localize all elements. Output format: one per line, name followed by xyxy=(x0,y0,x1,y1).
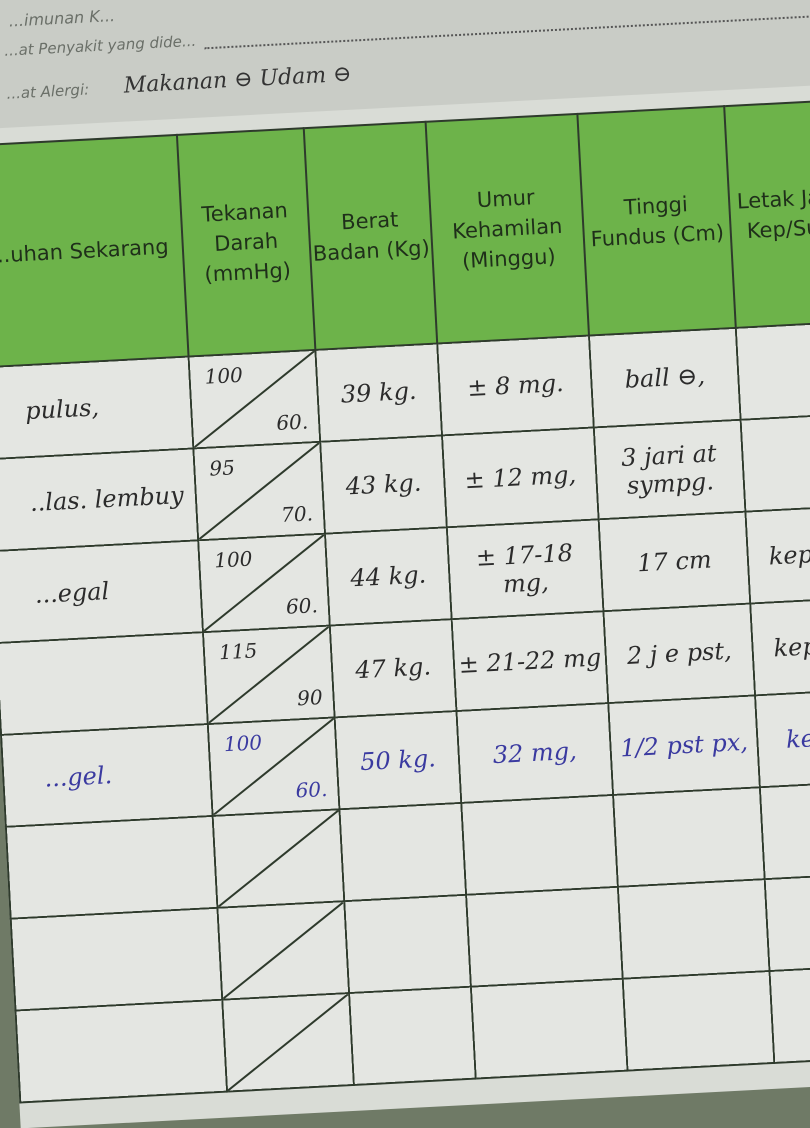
column-header: Tinggi Fundus (Cm) xyxy=(577,106,736,336)
pregnancy-check-table: ...uhan Sekarang Tekanan Darah (mmHg) Bera… xyxy=(0,98,810,1103)
umur-cell xyxy=(466,886,623,987)
systolic-value: 100 xyxy=(203,362,244,389)
systolic-value: 100 xyxy=(223,730,263,757)
diastolic-value: 90 xyxy=(296,685,324,711)
berat-cell xyxy=(349,986,476,1085)
blood-pressure-cell: 100 60. xyxy=(198,533,330,633)
table-row xyxy=(5,780,810,919)
fundus-cell: 2 j e pst, xyxy=(603,603,756,704)
diagonal-divider xyxy=(223,994,353,1090)
table-row: ...gel. 100 60. 50 kg. 32 mg, 1/2 pst px, kep … xyxy=(1,688,810,827)
keluhan-cell xyxy=(5,815,218,919)
umur-cell: 32 mg, xyxy=(456,703,614,803)
column-header: Umur Kehamilan (Minggu) xyxy=(425,113,589,344)
table-row xyxy=(15,964,810,1103)
umur-cell: ± 21-22 mg xyxy=(451,611,609,712)
blood-pressure-cell: 100 60. xyxy=(188,349,321,449)
diagonal-divider xyxy=(218,902,348,998)
letak-cell xyxy=(759,780,810,880)
keluhan-cell: ...gel. xyxy=(1,724,213,827)
fundus-cell: 1/2 pst px, xyxy=(608,695,760,795)
umur-cell xyxy=(461,794,618,895)
berat-cell: 44 kg. xyxy=(325,527,452,626)
diagonal-divider xyxy=(194,443,324,539)
blood-pressure-cell xyxy=(222,993,354,1092)
letak-cell: kep ... xyxy=(755,688,810,788)
berat-cell xyxy=(339,802,467,902)
letak-cell xyxy=(764,872,810,972)
diastolic-value: 60. xyxy=(294,776,328,803)
table-row xyxy=(10,872,810,1011)
allergy-line: ...at Alergi: Makanan ⊖ Udam ⊖ xyxy=(6,62,352,105)
diagonal-divider xyxy=(190,351,320,447)
diagonal-divider xyxy=(204,627,334,723)
diagonal-divider xyxy=(199,535,329,631)
column-header: ...uhan Sekarang xyxy=(0,134,189,368)
letak-cell xyxy=(740,412,810,512)
column-header: Berat Badan (Kg) xyxy=(303,121,438,350)
keluhan-cell: ...egal xyxy=(0,540,203,644)
fundus-cell: ball ⊖, xyxy=(588,327,741,428)
systolic-value: 115 xyxy=(218,638,258,665)
blood-pressure-cell: 95 70. xyxy=(193,441,326,541)
table-row: pulus, 100 60. 39 kg. ± 8 mg. ball ⊖, xyxy=(0,320,810,460)
berat-cell: 43 kg. xyxy=(320,435,447,534)
berat-cell xyxy=(344,894,471,994)
keluhan-cell xyxy=(10,907,223,1011)
fundus-cell: 3 jari at sympg. xyxy=(593,419,746,520)
column-header: Tekanan Darah (mmHg) xyxy=(176,128,316,357)
keluhan-cell: pulus, xyxy=(0,356,194,460)
berat-cell: 50 kg. xyxy=(334,711,462,810)
allergy-label: ...at Alergi: xyxy=(6,80,90,103)
fundus-cell xyxy=(613,787,765,887)
letak-cell: kep b... xyxy=(750,596,810,696)
keluhan-cell xyxy=(15,999,228,1103)
diastolic-value: 60. xyxy=(275,409,309,436)
blood-pressure-cell xyxy=(212,809,345,908)
umur-cell xyxy=(470,978,628,1079)
fundus-cell xyxy=(622,971,775,1071)
systolic-value: 95 xyxy=(208,455,236,481)
letak-cell: kep b... xyxy=(745,504,810,604)
diagonal-divider xyxy=(209,718,339,814)
diastolic-value: 60. xyxy=(285,593,319,619)
diagonal-divider xyxy=(214,810,344,906)
blood-pressure-cell: 115 90 xyxy=(202,625,335,725)
allergy-value: Makanan ⊖ Udam ⊖ xyxy=(123,61,353,99)
blood-pressure-cell xyxy=(217,901,350,1000)
fundus-cell: 17 cm xyxy=(598,511,751,612)
keluhan-cell xyxy=(0,632,208,735)
berat-cell: 39 kg. xyxy=(315,343,443,442)
form-line-1: ...imunan K... xyxy=(8,5,116,31)
blood-pressure-cell: 100 60. xyxy=(207,717,340,816)
letak-cell xyxy=(769,964,810,1063)
fundus-cell xyxy=(617,879,770,979)
table-row: ..las. lembuy 95 70. 43 kg. ± 12 mg, 3 jari a… xyxy=(0,412,810,552)
letak-cell xyxy=(735,320,810,420)
umur-cell: ± 17-18 mg, xyxy=(446,519,604,620)
umur-cell: ± 12 mg, xyxy=(442,427,599,528)
diastolic-value: 70. xyxy=(280,501,314,527)
keluhan-cell: ..las. lembuy xyxy=(0,448,199,552)
column-header: Letak Jan... Kep/Su/... xyxy=(724,99,810,328)
form-line-2: ...at Penyakit yang dide... xyxy=(4,0,810,60)
berat-cell: 47 kg. xyxy=(329,619,457,718)
umur-cell: ± 8 mg. xyxy=(437,335,594,436)
systolic-value: 100 xyxy=(213,546,254,573)
